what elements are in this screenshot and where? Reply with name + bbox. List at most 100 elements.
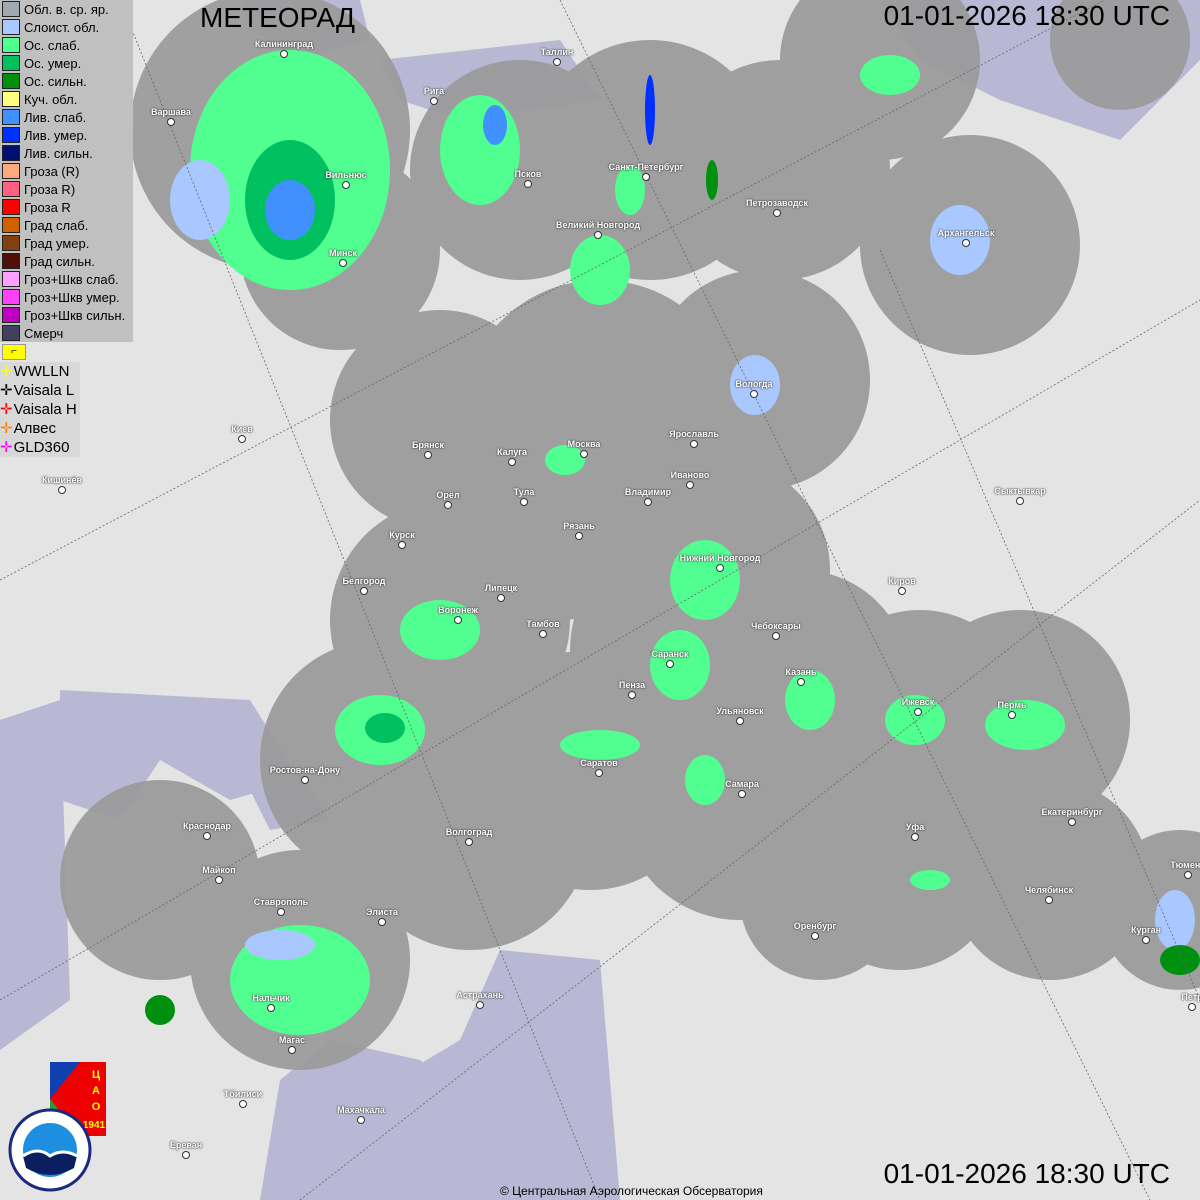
radar-coverage-area [1050,0,1190,110]
legend-label: Ос. слаб. [24,37,81,53]
city-label: Архангельск [937,228,995,238]
city-marker [553,58,561,66]
city-label: Екатеринбург [1041,807,1103,817]
lightning-label: Vaisala H [13,401,77,418]
city-label: Иваново [670,470,710,480]
city-label: Кишинёв [41,475,83,485]
crosshair-icon: ✛ [0,420,13,437]
city-label: Тюмень [1170,860,1200,870]
city-marker [342,181,350,189]
precipitation-echo [545,445,585,475]
flag-icon[interactable]: ⌐ [2,344,26,360]
city-marker [357,1116,365,1124]
precipitation-echo [730,355,780,415]
precipitation-echo [265,180,315,240]
legend-swatch [2,325,20,341]
city-marker [524,180,532,188]
city-marker [476,1001,484,1009]
lightning-source-item[interactable]: ✛ GLD360 [0,438,80,457]
precipitation-echo [910,870,950,890]
lightning-source-item[interactable]: ✛ Алвес [0,419,80,438]
city-label: Челябинск [1024,885,1074,895]
legend-item: Гроза (R) [0,162,133,180]
city-label: Ставрополь [253,897,309,907]
city-marker [360,587,368,595]
city-label: Саранск [651,649,689,659]
city-label: Вологда [735,379,773,389]
city-marker [465,838,473,846]
legend-label: Куч. обл. [24,91,78,107]
precipitation-echo [400,600,480,660]
city-marker [339,259,347,267]
city-marker [58,486,66,494]
city-label: Пермь [997,700,1027,710]
svg-text:О: О [92,1101,101,1113]
city-label: Ростов-на-Дону [269,765,341,775]
city-label: Пенза [618,680,646,690]
precipitation-echo [785,670,835,730]
city-marker [398,541,406,549]
precipitation-echo [560,730,640,760]
city-label: Минск [329,248,357,258]
legend-label: Слоист. обл. [24,19,100,35]
legend-swatch [2,181,20,197]
legend-item: Лив. сильн. [0,144,133,162]
legend-label: Лив. слаб. [24,109,87,125]
city-label: Киров [888,576,916,586]
legend-label: Ос. умер. [24,55,82,71]
legend-label: Град сильн. [24,253,95,269]
city-label: Ярославль [669,429,719,439]
precipitation-echo [985,700,1065,750]
black-sea [60,690,300,820]
legend-swatch [2,199,20,215]
city-label: Нижний Новгород [679,553,761,563]
legend-swatch [2,37,20,53]
precipitation-echo [365,713,405,743]
city-label: Сыктывкар [994,486,1046,496]
svg-text:Ц: Ц [92,1069,100,1081]
legend-item: Ос. слаб. [0,36,133,54]
city-marker [773,209,781,217]
lightning-source-item[interactable]: ✛ Vaisala H [0,400,80,419]
legend-label: Ос. сильн. [24,73,87,89]
city-label: Махачкала [337,1105,385,1115]
city-marker [690,440,698,448]
legend-swatch [2,19,20,35]
crosshair-icon: ✛ [0,439,13,456]
city-label: Волгоград [445,827,493,837]
city-marker [267,1004,275,1012]
lightning-label: Алвес [13,420,56,437]
legend-swatch [2,1,20,17]
lightning-label: GLD360 [13,439,70,456]
city-marker [911,833,919,841]
city-label: Ереван [169,1140,203,1150]
precipitation-echo [245,930,315,960]
city-label: Тбилиси [223,1089,263,1099]
precipitation-echo [885,695,945,745]
legend-item: Ос. умер. [0,54,133,72]
lightning-label: Vaisala L [13,382,75,399]
city-marker [738,790,746,798]
city-label: Краснодар [182,821,232,831]
city-label: Калининград [254,39,314,49]
legend-swatch [2,127,20,143]
legend-swatch [2,235,20,251]
lightning-source-item[interactable]: ✛ Vaisala L [0,381,80,400]
legend-swatch [2,253,20,269]
city-label: Самара [725,779,759,789]
crosshair-icon: ✛ [0,363,13,380]
legend-item: Гроз+Шкв слаб. [0,270,133,288]
precipitation-echo [645,75,655,145]
lightning-source-item[interactable]: ✛ WWLLN [0,362,80,381]
city-marker [277,908,285,916]
city-label: Орёл [436,490,460,500]
precipitation-echo [930,205,990,275]
city-marker [898,587,906,595]
city-label: Киев [231,424,253,434]
city-marker [1188,1003,1196,1011]
crosshair-icon: ✛ [0,401,13,418]
city-marker [378,918,386,926]
precipitation-echo [650,630,710,700]
city-label: Курск [389,530,415,540]
